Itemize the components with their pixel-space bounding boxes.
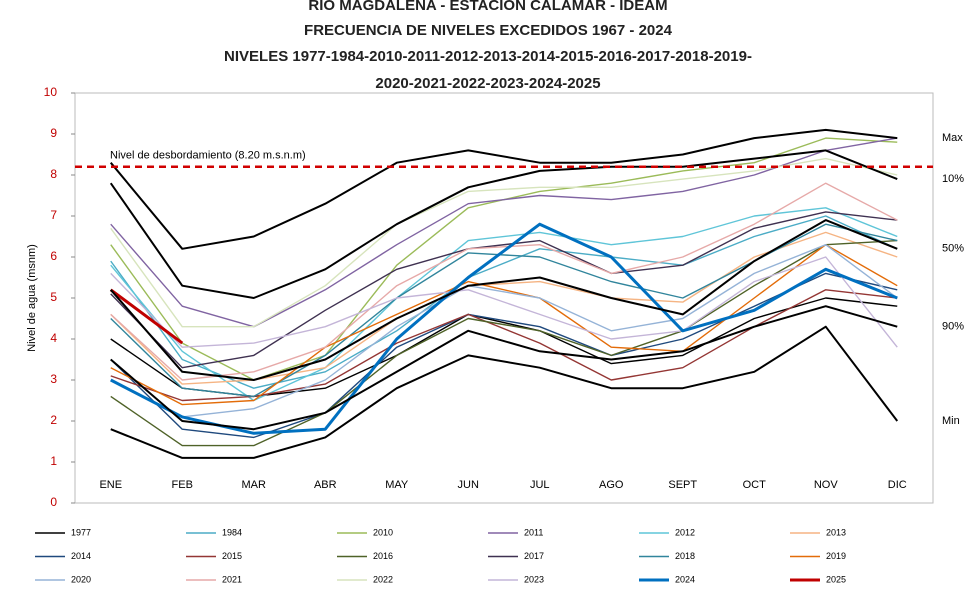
x-tick-label: ENE — [99, 479, 122, 491]
y-tick-label: 0 — [50, 495, 57, 509]
legend-label: 1977 — [71, 527, 91, 537]
series-line — [110, 222, 898, 435]
x-tick-label: NOV — [814, 479, 839, 491]
legend-label: 2012 — [675, 527, 695, 537]
x-tick-label: MAY — [385, 479, 409, 491]
series-line — [110, 137, 898, 328]
y-tick-label: 9 — [50, 126, 57, 140]
series-line — [110, 231, 898, 385]
series-line — [110, 211, 898, 369]
series-line — [109, 219, 898, 381]
legend-label: 2019 — [826, 551, 846, 561]
legend-label: 2022 — [373, 574, 393, 584]
chart-title: RIO MAGDALENA - ESTACION CALAMAR - IDEAM — [308, 0, 667, 14]
series-line — [110, 256, 898, 348]
series-line — [110, 207, 898, 402]
legend-label: 2017 — [524, 551, 544, 561]
series-line — [110, 137, 898, 381]
series-line — [110, 244, 898, 418]
reference-label: 10% — [942, 173, 964, 185]
series-line — [110, 244, 898, 406]
x-tick-label: MAR — [242, 479, 267, 491]
legend-label: 1984 — [222, 527, 242, 537]
x-tick-label: JUN — [458, 479, 479, 491]
series-line — [110, 215, 898, 389]
legend-label: 2016 — [373, 551, 393, 561]
legend-label: 2021 — [222, 574, 242, 584]
y-tick-label: 2 — [50, 413, 57, 427]
y-tick-label: 7 — [50, 208, 57, 222]
x-tick-label: FEB — [172, 479, 193, 491]
y-tick-label: 8 — [50, 167, 57, 181]
y-tick-label: 3 — [50, 372, 57, 386]
x-tick-label: AGO — [599, 479, 624, 491]
chart-title: 2020-2021-2022-2023-2024-2025 — [375, 75, 600, 92]
series-line — [110, 305, 898, 431]
series-line — [110, 289, 898, 402]
legend-label: 2011 — [524, 527, 543, 537]
x-tick-label: DIC — [888, 479, 907, 491]
x-tick-label: OCT — [743, 479, 767, 491]
series-line — [109, 149, 898, 299]
reference-label: Min — [942, 415, 960, 427]
reference-label: Max — [942, 132, 963, 144]
series-line — [110, 157, 898, 328]
legend-label: 2025 — [826, 574, 846, 584]
series-line — [110, 182, 898, 381]
y-tick-label: 10 — [44, 85, 58, 99]
y-tick-label: 1 — [50, 454, 57, 468]
series-line — [109, 288, 184, 345]
legend-label: 2020 — [71, 574, 91, 584]
x-tick-label: JUL — [530, 479, 550, 491]
legend-label: 2013 — [826, 527, 846, 537]
y-tick-label: 4 — [50, 331, 57, 345]
x-tick-label: SEPT — [668, 479, 697, 491]
legend-label: 2010 — [373, 527, 393, 537]
series-line — [110, 239, 898, 447]
chart-title: FRECUENCIA DE NIVELES EXCEDIDOS 1967 - 2… — [304, 22, 673, 39]
series-line — [110, 325, 899, 459]
threshold-label: Nivel de desbordamiento (8.20 m.s.n.m) — [110, 150, 306, 162]
y-axis-label: Nivel de agua (msnm) — [26, 244, 38, 352]
x-tick-label: ABR — [314, 479, 337, 491]
series-line — [110, 272, 898, 439]
legend-label: 2024 — [675, 574, 695, 584]
legend-label: 2023 — [524, 574, 544, 584]
legend-label: 2014 — [71, 551, 91, 561]
legend-label: 2015 — [222, 551, 242, 561]
reference-label: 50% — [942, 243, 964, 255]
series-line — [109, 128, 898, 250]
y-tick-label: 5 — [50, 290, 57, 304]
legend-label: 2018 — [675, 551, 695, 561]
y-tick-label: 6 — [50, 249, 57, 263]
chart-title: NIVELES 1977-1984-2010-2011-2012-2013-20… — [224, 48, 752, 65]
reference-label: 90% — [942, 321, 964, 333]
